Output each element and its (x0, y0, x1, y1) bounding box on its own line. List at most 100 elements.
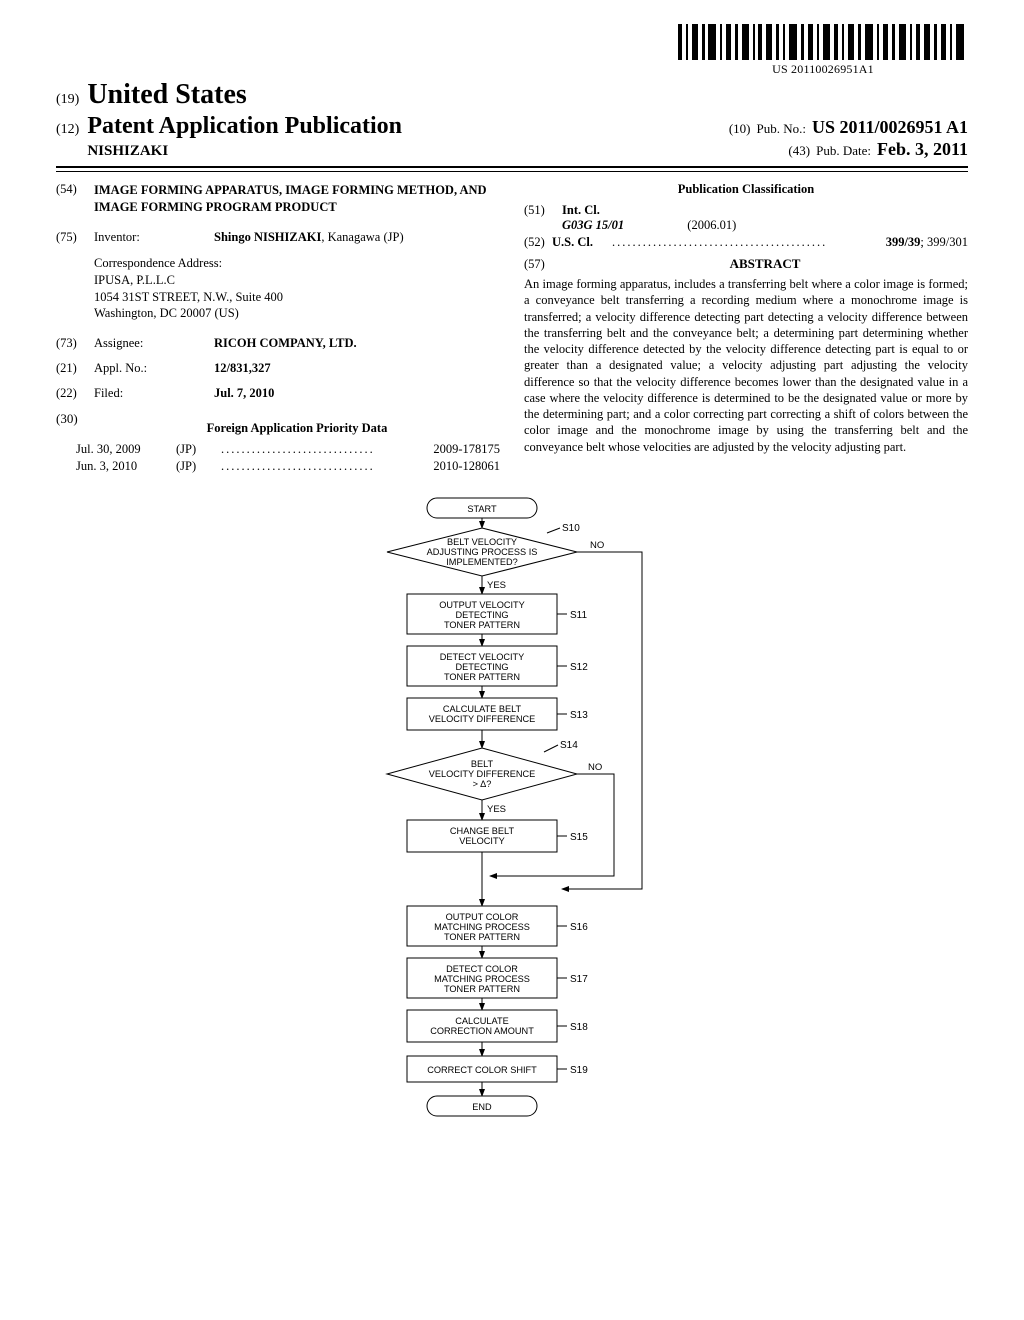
flow-s11-text2: TONER PATTERN (444, 620, 520, 630)
flow-s15-text1: VELOCITY (459, 836, 504, 846)
flow-s11-label: S11 (570, 610, 587, 621)
flowchart-svg: START BELT VELOCITY ADJUSTING PROCESS IS… (342, 496, 682, 1176)
flow-s18-text0: CALCULATE (455, 1016, 508, 1026)
flow-s13-text1: VELOCITY DIFFERENCE (429, 714, 536, 724)
pubdate-label: Pub. Date: (816, 143, 871, 159)
flow-s10-text2: IMPLEMENTED? (446, 557, 517, 567)
applno-value: 12/831,327 (214, 361, 500, 376)
inventor-row: (75) Inventor: Shingo NISHIZAKI, Kanagaw… (56, 230, 500, 245)
filed-label: Filed: (94, 386, 204, 401)
flow-s10-text0: BELT VELOCITY (447, 537, 517, 547)
assignee-row: (73) Assignee: RICOH COMPANY, LTD. (56, 336, 500, 351)
fap-num: 2009-178175 (405, 442, 500, 457)
kind-label: Patent Application Publication (87, 113, 402, 140)
uscl-label: U.S. Cl. (552, 235, 612, 250)
fap-date: Jul. 30, 2009 (76, 442, 176, 457)
inventor-label: Inventor: (94, 230, 204, 245)
flow-s12-text0: DETECT VELOCITY (440, 652, 525, 662)
abstract-heading: ABSTRACT (562, 256, 968, 272)
invention-title-row: (54) IMAGE FORMING APPARATUS, IMAGE FORM… (56, 182, 500, 216)
correspondence-label: Correspondence Address: (94, 255, 500, 272)
applno-row: (21) Appl. No.: 12/831,327 (56, 361, 500, 376)
applno-code: (21) (56, 361, 84, 376)
flow-s15-text0: CHANGE BELT (450, 826, 515, 836)
flow-s19-text0: CORRECT COLOR SHIFT (427, 1065, 537, 1075)
flow-s11-text1: DETECTING (455, 610, 508, 620)
authority-code: (19) (56, 92, 79, 108)
flow-yes: YES (487, 804, 506, 815)
uscl-secondary: ; 399/301 (920, 235, 968, 249)
filed-row: (22) Filed: Jul. 7, 2010 (56, 386, 500, 401)
pubdate-value: Feb. 3, 2011 (877, 139, 968, 160)
inventor-code: (75) (56, 230, 84, 245)
flow-s10-text1: ADJUSTING PROCESS IS (427, 547, 538, 557)
fap-num: 2010-128061 (405, 459, 500, 474)
intcl-edition: (2006.01) (687, 218, 736, 232)
flow-s13-label: S13 (570, 710, 588, 721)
correspondence-line-1: IPUSA, P.L.L.C (94, 272, 500, 289)
flow-end: END (472, 1102, 492, 1112)
authority-name: United States (87, 79, 246, 111)
applno-label: Appl. No.: (94, 361, 204, 376)
fap-date: Jun. 3, 2010 (76, 459, 176, 474)
abstract-heading-row: (57) ABSTRACT (524, 256, 968, 272)
fap-cc: (JP) (176, 442, 221, 457)
assignee-label: Assignee: (94, 336, 204, 351)
barcode-region: US 20110026951A1 (56, 24, 968, 77)
fap-row: Jun. 3, 2010 (JP) ......................… (56, 459, 500, 474)
fap-cc: (JP) (176, 459, 221, 474)
flow-s17-text2: TONER PATTERN (444, 984, 520, 994)
dot-leader: .............................. (221, 459, 405, 474)
invention-title: IMAGE FORMING APPARATUS, IMAGE FORMING M… (94, 182, 500, 216)
filed-value: Jul. 7, 2010 (214, 386, 500, 401)
flow-s16-label: S16 (570, 922, 588, 933)
barcode-label: US 20110026951A1 (772, 62, 874, 77)
correspondence-block: Correspondence Address: IPUSA, P.L.L.C 1… (94, 255, 500, 323)
title-code: (54) (56, 182, 84, 216)
flow-s19-label: S19 (570, 1065, 588, 1076)
rule-thin (56, 171, 968, 172)
fap-heading-row: (30) Foreign Application Priority Data (56, 411, 500, 442)
filed-code: (22) (56, 386, 84, 401)
fap-row: Jul. 30, 2009 (JP) .....................… (56, 442, 500, 457)
biblio-columns: (54) IMAGE FORMING APPARATUS, IMAGE FORM… (56, 182, 968, 476)
flow-s18-text1: CORRECTION AMOUNT (430, 1026, 534, 1036)
right-column: Publication Classification (51) Int. Cl.… (524, 182, 968, 476)
fap-heading: Foreign Application Priority Data (94, 421, 500, 436)
uscl-code: (52) (524, 235, 552, 250)
fap-code: (30) (56, 411, 84, 442)
pubclass-heading: Publication Classification (524, 182, 968, 197)
author-name: NISHIZAKI (87, 143, 168, 160)
correspondence-line-2: 1054 31ST STREET, N.W., Suite 400 (94, 289, 500, 306)
flowchart-region: START BELT VELOCITY ADJUSTING PROCESS IS… (56, 496, 968, 1176)
uscl-primary: 399/39 (886, 235, 921, 249)
flow-s14-text1: VELOCITY DIFFERENCE (429, 769, 536, 779)
publication-header: (12) Patent Application Publication (10)… (56, 113, 968, 140)
dot-leader: .............................. (221, 442, 405, 457)
flow-s17-text0: DETECT COLOR (446, 964, 518, 974)
flow-s12-text2: TONER PATTERN (444, 672, 520, 682)
assignee-code: (73) (56, 336, 84, 351)
inventor-value: Shingo NISHIZAKI, Kanagawa (JP) (214, 230, 500, 245)
flow-start: START (467, 504, 497, 514)
flow-no: NO (590, 540, 604, 551)
intcl-row: (51) Int. Cl. G03G 15/01 (2006.01) (524, 203, 968, 233)
authority-header: (19) United States (56, 79, 968, 111)
assignee-value: RICOH COMPANY, LTD. (214, 336, 500, 351)
flow-s14-text2: > Δ? (473, 779, 492, 789)
flow-yes: YES (487, 580, 506, 591)
flow-s14-label: S14 (560, 740, 578, 751)
kind-code: (12) (56, 122, 79, 138)
flow-s16-text1: MATCHING PROCESS (434, 922, 530, 932)
flow-s11-text0: OUTPUT VELOCITY (439, 600, 525, 610)
left-column: (54) IMAGE FORMING APPARATUS, IMAGE FORM… (56, 182, 500, 476)
flow-s16-text2: TONER PATTERN (444, 932, 520, 942)
flow-s14-text0: BELT (471, 759, 494, 769)
flow-no: NO (588, 762, 602, 773)
flow-s15-label: S15 (570, 832, 588, 843)
abstract-text: An image forming apparatus, includes a t… (524, 276, 968, 455)
flow-s16-text0: OUTPUT COLOR (446, 912, 519, 922)
intcl-code: (51) (524, 203, 552, 233)
pubno-value: US 2011/0026951 A1 (812, 117, 968, 138)
flow-s10-label: S10 (562, 523, 580, 534)
